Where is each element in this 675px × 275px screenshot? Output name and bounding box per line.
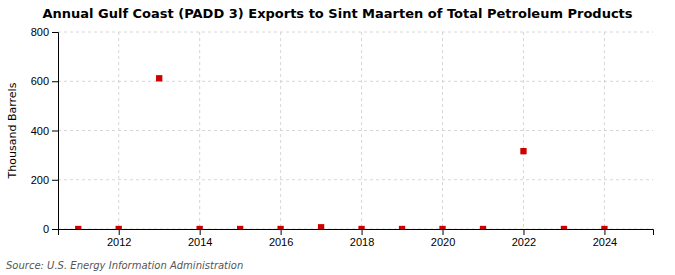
point: [520, 148, 526, 154]
x-tick-mark: [523, 229, 524, 235]
y-grid-line: [58, 179, 653, 180]
y-tick: 200: [31, 174, 58, 186]
annotation: Source: U.S. Energy Information Administ…: [6, 260, 243, 271]
point: [197, 226, 203, 229]
x-tick: 2022: [512, 229, 536, 248]
x-tick: 2012: [107, 229, 131, 248]
x-axis-line: [59, 230, 654, 236]
y-grid-line: [58, 32, 653, 33]
point: [156, 75, 162, 81]
point: [399, 226, 405, 229]
point: [601, 226, 607, 229]
title: Annual Gulf Coast (PADD 3) Exports to Si…: [42, 6, 632, 21]
y-tick-label: 800: [31, 26, 49, 38]
x-tick: 2014: [188, 229, 212, 248]
x-grid-line: [361, 32, 362, 229]
x-grid-line: [523, 32, 524, 229]
y-tick-label: 400: [31, 125, 49, 137]
x-tick-label: 2014: [188, 236, 212, 248]
point: [277, 226, 283, 229]
x-tick-label: 2016: [269, 236, 293, 248]
x-tick: 2018: [350, 229, 374, 248]
y-grid-line: [58, 130, 653, 131]
plot: 2012 2014 2016 2018 2020 2022 2024 0 200 400 600 80…: [31, 26, 654, 248]
x-tick-mark: [604, 229, 605, 235]
y-tick-mark: [52, 229, 58, 230]
x-tick: 2016: [269, 229, 293, 248]
points: [75, 75, 608, 229]
y-tick-mark: [52, 131, 58, 132]
y-tick-mark: [52, 32, 58, 33]
grid: [58, 32, 653, 229]
x-tick: 2020: [431, 229, 455, 248]
y-tick: 600: [31, 75, 58, 87]
point: [358, 226, 364, 229]
x-tick-mark: [200, 229, 201, 235]
y-axis-title: Thousand Barrels: [6, 82, 19, 179]
point: [116, 226, 122, 229]
point: [439, 226, 445, 229]
y-tick-label: 0: [43, 223, 49, 235]
y-tick: 400: [31, 125, 58, 137]
point: [237, 226, 243, 229]
y-tick-label: 600: [31, 75, 49, 87]
x-tick-label: 2020: [431, 236, 455, 248]
y-tick-label: 200: [31, 174, 49, 186]
y-axis-line: [52, 33, 59, 230]
point: [480, 226, 486, 229]
x-tick: 2024: [593, 229, 617, 248]
x-tick-mark: [281, 229, 282, 235]
x-grid-line: [199, 32, 200, 229]
y-grid-line: [58, 81, 653, 82]
y-tick: 0: [43, 223, 58, 235]
point: [561, 226, 567, 229]
y-tick-mark: [52, 81, 58, 82]
x-tick-mark: [443, 229, 444, 235]
x-tick-label: 2022: [512, 236, 536, 248]
x-tick-label: 2012: [107, 236, 131, 248]
x-tick-mark: [362, 229, 363, 235]
x-tick-mark: [119, 229, 120, 235]
y-tick: 800: [31, 26, 58, 38]
point: [318, 224, 324, 229]
y-tick-mark: [52, 180, 58, 181]
point: [75, 226, 81, 229]
chart: 2012 2014 2016 2018 2020 2022 2024 0 200 400 600 80…: [0, 0, 675, 275]
x-tick-label: 2018: [350, 236, 374, 248]
x-tick-label: 2024: [593, 236, 617, 248]
y-axis: 0 200 400 600 800: [31, 26, 59, 235]
x-axis: 2012 2014 2016 2018 2020 2022 2024: [59, 229, 654, 248]
